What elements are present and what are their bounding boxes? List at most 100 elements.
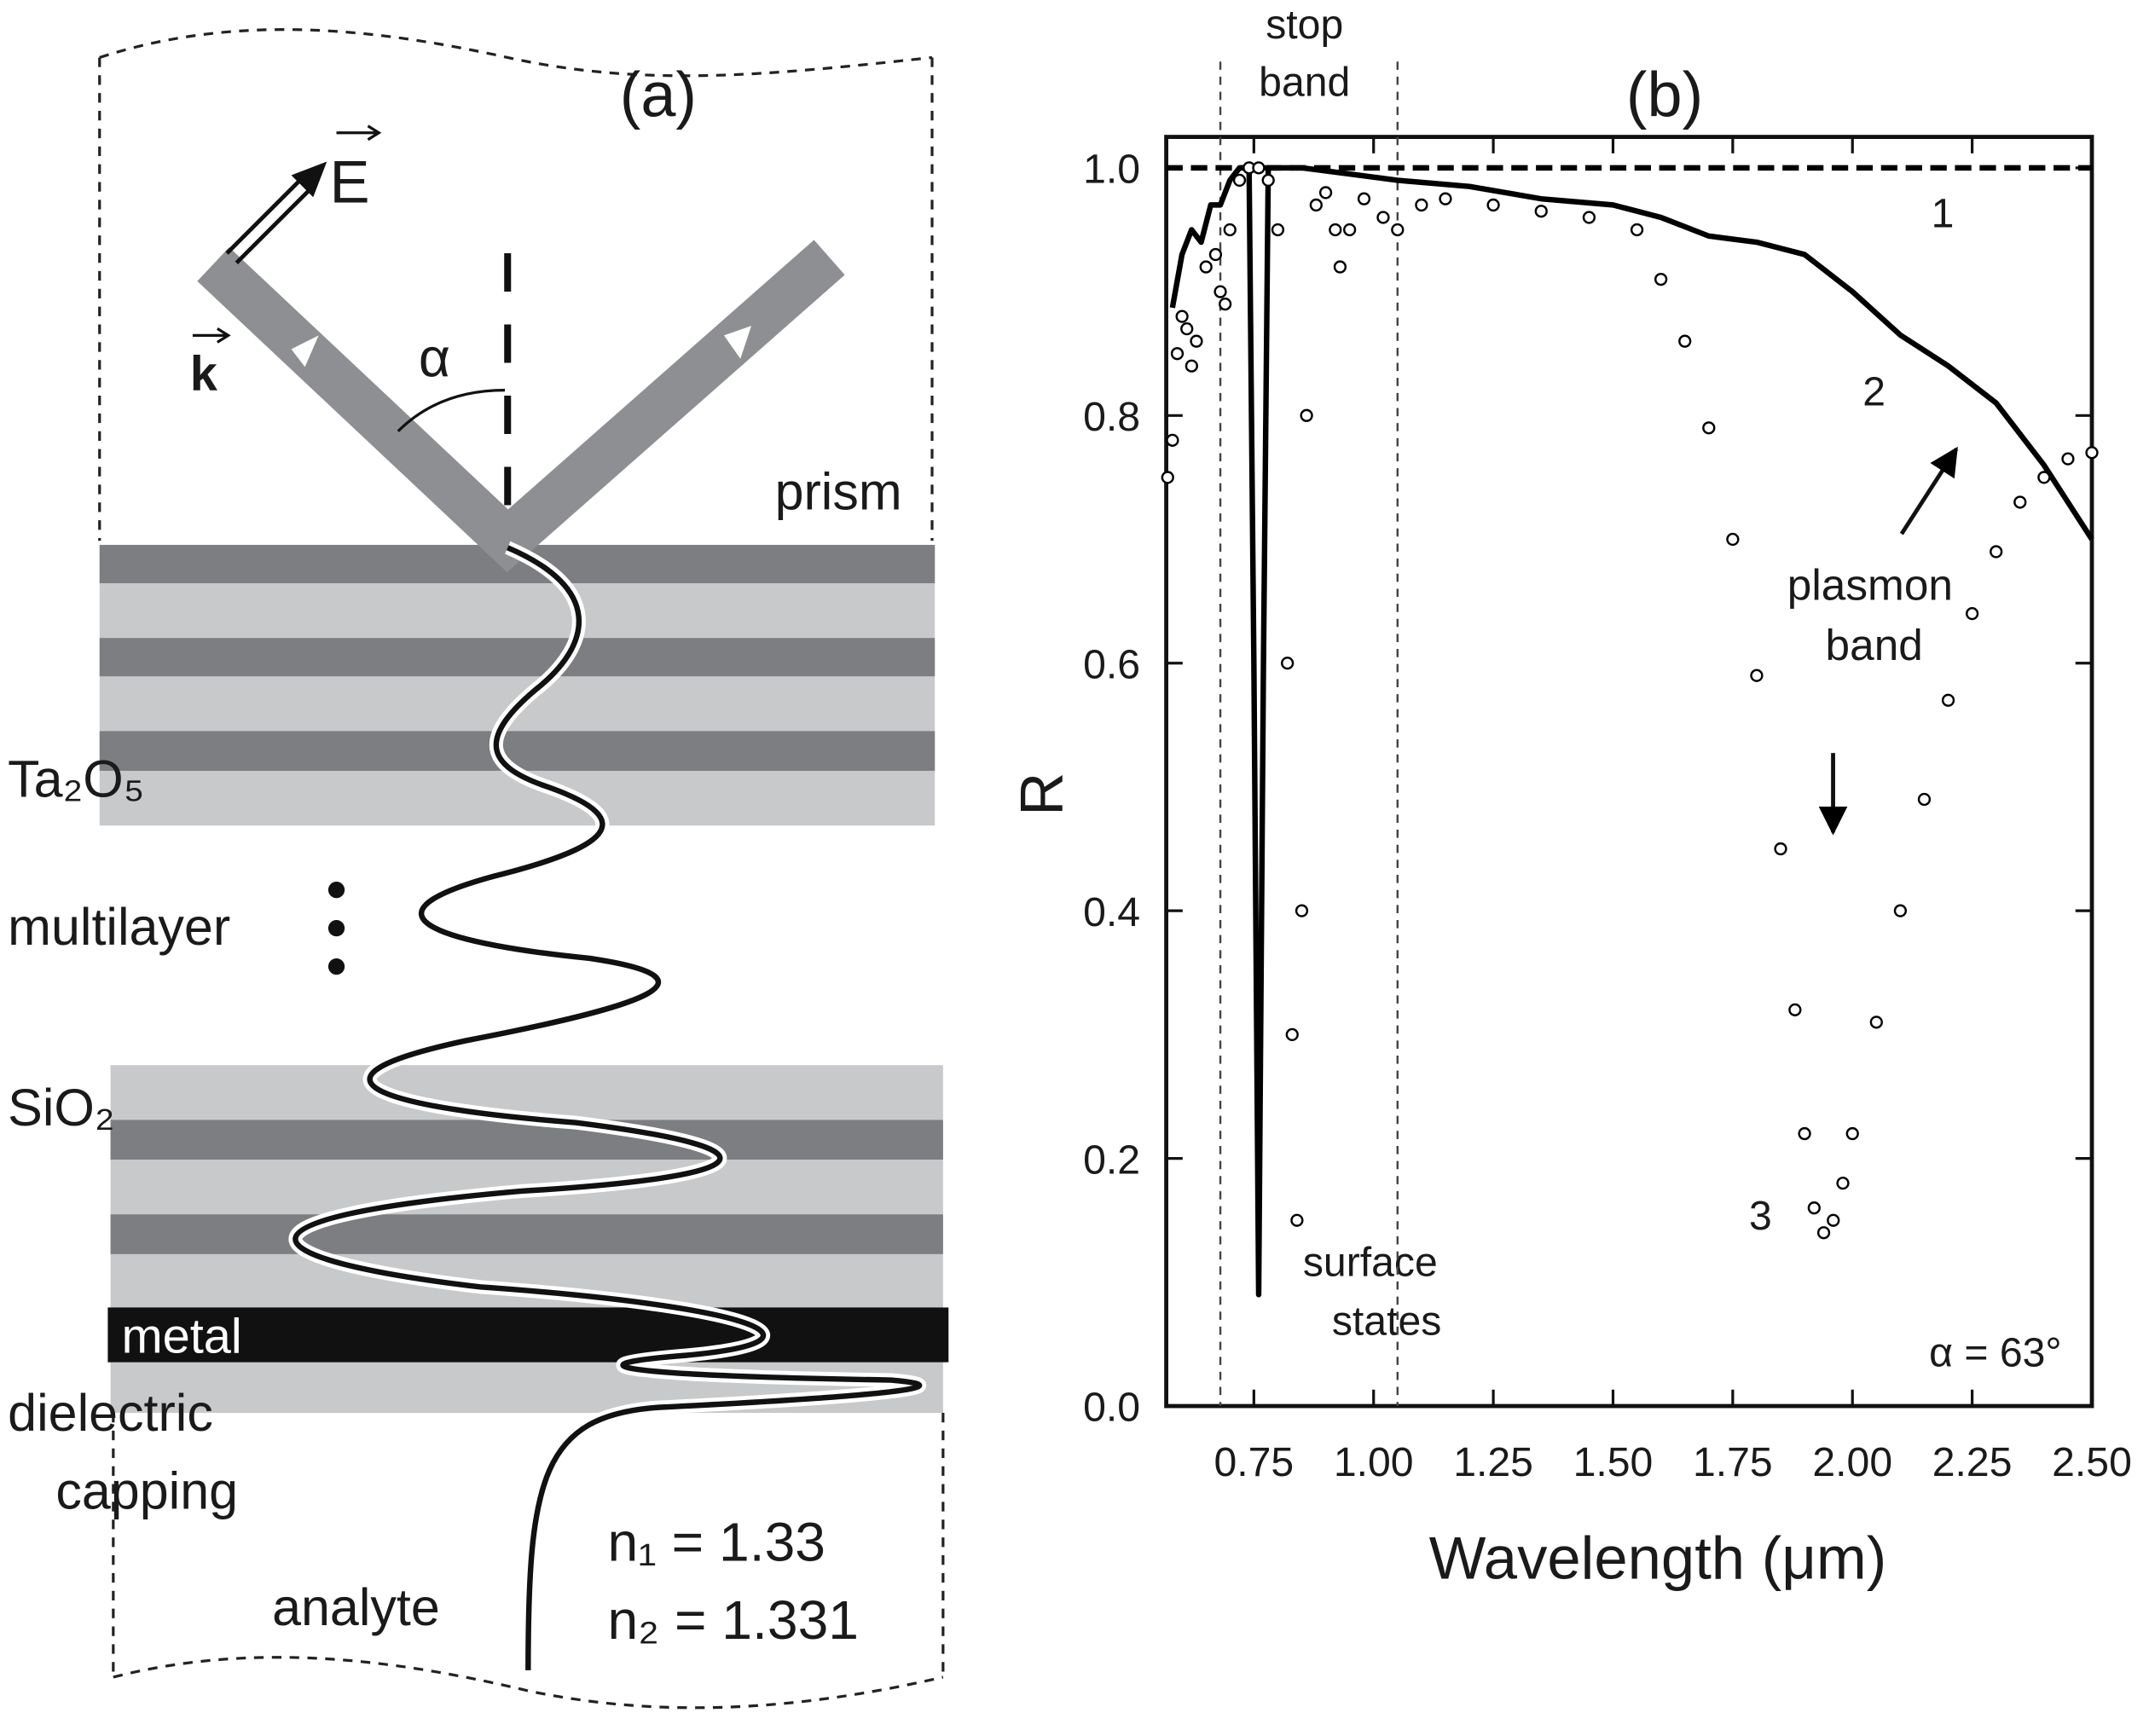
index-label: n₂ = 1.331 <box>607 1589 859 1651</box>
data-point <box>1223 223 1237 237</box>
angle-arc <box>397 389 506 432</box>
panel-label: (b) <box>1626 59 1703 130</box>
x-tick-label: 2.25 <box>1932 1439 2013 1485</box>
data-point <box>1415 198 1428 212</box>
series-line <box>1169 165 2094 1298</box>
y-tick-label: 0.2 <box>1083 1137 1140 1183</box>
y-tick-label: 0.8 <box>1083 394 1140 440</box>
data-point <box>1281 657 1295 670</box>
x-tick-label: 2.50 <box>2052 1439 2132 1485</box>
data-point <box>1869 1016 1883 1029</box>
annotation: plasmon <box>1787 559 1953 609</box>
layers <box>99 545 949 1414</box>
chart: (b) Wavelength (μm) R stop band surface … <box>1008 2 2132 1591</box>
x-tick-label: 1.00 <box>1334 1439 1414 1485</box>
x-tick-label: 1.25 <box>1453 1439 1533 1485</box>
metal-label: metal <box>121 1309 241 1363</box>
panel-label: (a) <box>620 59 697 130</box>
data-point <box>1333 260 1347 274</box>
data-point <box>1726 532 1740 547</box>
annotation: surface <box>1303 1239 1438 1285</box>
prism-outline <box>99 28 933 78</box>
data-point <box>1678 334 1692 348</box>
field-arrow <box>225 173 316 264</box>
data-point <box>1343 223 1357 237</box>
x-tick-label: 1.75 <box>1693 1439 1773 1485</box>
annotation: states <box>1332 1299 1441 1345</box>
data-point <box>1893 904 1908 917</box>
data-point <box>1376 211 1390 224</box>
annotation: stop <box>1266 2 1343 48</box>
y-tick-label: 1.0 <box>1083 147 1140 193</box>
layer-label: capping <box>55 1461 238 1519</box>
data-point <box>1941 693 1955 707</box>
data-point <box>1261 173 1275 188</box>
data-point <box>1990 545 2003 558</box>
data-point <box>1630 223 1644 237</box>
wavevector-label: k <box>190 347 218 402</box>
data-point <box>1788 1003 1802 1016</box>
annotation: α = 63° <box>1929 1329 2062 1375</box>
data-point <box>1185 359 1198 373</box>
data-point <box>1285 1027 1299 1042</box>
data-point <box>1702 421 1716 435</box>
data-point <box>1219 297 1232 311</box>
data-point <box>1816 1226 1831 1240</box>
data-point <box>1252 161 1266 175</box>
field-arrowhead <box>291 161 327 198</box>
layer-label: dielectric <box>8 1384 213 1442</box>
data-point <box>2085 446 2099 460</box>
plot-frame <box>1164 135 2094 1409</box>
data-point <box>1309 198 1323 212</box>
data-point <box>1750 668 1764 682</box>
dot <box>327 920 345 937</box>
data-point <box>1534 205 1548 218</box>
dot <box>327 958 345 975</box>
data-point <box>1439 192 1452 205</box>
data-point <box>1654 272 1668 286</box>
data-point <box>1175 310 1189 323</box>
data-point <box>1845 1126 1859 1141</box>
data-point <box>1170 347 1185 361</box>
data-point <box>1271 223 1285 237</box>
data-point <box>1774 842 1787 856</box>
layer-label: multilayer <box>8 898 230 956</box>
series-label: 1 <box>1932 191 1955 237</box>
diagram: (a) E k α prism Ta₂O₅ multilayer SiO₂ me… <box>8 28 949 1710</box>
data-point <box>1161 471 1174 484</box>
dot <box>327 882 345 899</box>
vector-arrow <box>192 124 382 344</box>
series-label: 2 <box>1862 368 1885 414</box>
data-point <box>1827 1213 1840 1227</box>
data-point <box>2061 452 2075 466</box>
annotation: band <box>1259 59 1350 105</box>
data-point <box>1166 433 1179 447</box>
x-axis-label: Wavelength (μm) <box>1429 1524 1887 1591</box>
y-tick-label: 0.4 <box>1083 889 1140 935</box>
data-point <box>1357 192 1371 205</box>
data-point <box>1199 260 1213 274</box>
data-point <box>1190 334 1203 348</box>
data-point <box>1290 1213 1304 1227</box>
data-point <box>1486 198 1500 212</box>
data-point <box>1295 904 1309 917</box>
prism-label: prism <box>775 462 902 520</box>
data-point <box>2013 495 2027 509</box>
field-label: E <box>330 148 370 216</box>
data-point <box>1329 223 1342 237</box>
data-point <box>1208 247 1223 262</box>
series-label: 3 <box>1749 1193 1772 1239</box>
data-point <box>1807 1201 1821 1215</box>
data-point <box>2037 471 2051 484</box>
data-point <box>1798 1126 1811 1141</box>
data-point <box>1391 223 1405 237</box>
data-point <box>1214 285 1227 298</box>
light-beam <box>197 240 845 573</box>
analyte-outline <box>113 1656 944 1710</box>
data-point <box>1836 1177 1850 1190</box>
x-tick-label: 2.00 <box>1812 1439 1892 1485</box>
annotation: band <box>1826 620 1923 669</box>
data-point <box>1582 211 1596 224</box>
